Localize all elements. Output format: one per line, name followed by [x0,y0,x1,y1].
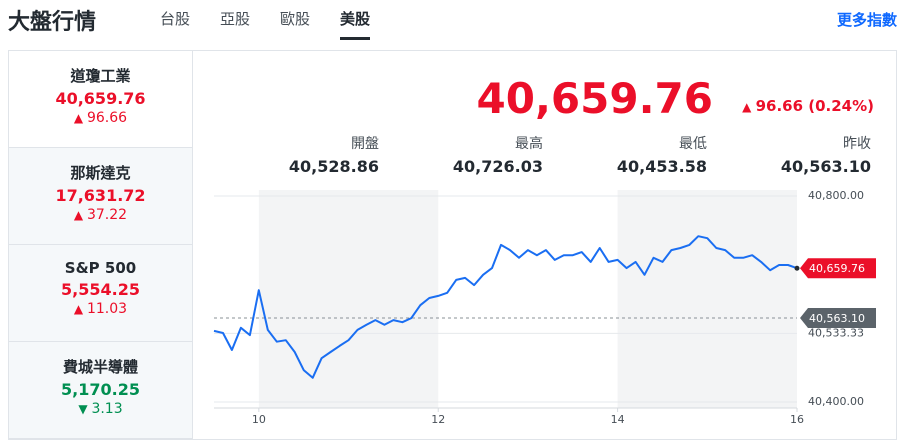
price-line [213,235,798,379]
stat: 昨收 40,563.10 [721,133,871,176]
index-value: 17,631.72 [55,186,146,205]
card: 道瓊工業 40,659.76 96.66 那斯達克 17,631.72 37.22 S&P … [8,50,897,440]
title: 大盤行情 [8,10,97,35]
y-tick-label: 40,400.00 [808,395,864,408]
x-tick-label: 16 [790,413,804,426]
reference-tag [800,308,876,329]
index-change: 3.13 [9,401,192,417]
index-change: 96.66 [9,110,192,126]
index-value: 5,170.25 [61,380,140,399]
index-change: 11.03 [9,301,192,317]
price: 40,659.76 [476,74,713,123]
band [258,190,439,408]
x-tick-label: 10 [252,413,266,426]
tab[interactable]: 台股 [160,10,191,28]
stat: 最高 40,726.03 [393,133,543,176]
stat-value: 40,726.03 [452,157,543,176]
stat-value: 40,563.10 [780,157,871,176]
y-tick-label: 40,800.00 [808,189,864,202]
index-change: 37.22 [9,207,192,223]
stat-value: 40,528.86 [288,157,379,176]
stat-label: 最高 [515,136,543,152]
index-name: 道瓊工業 [70,67,131,85]
index-item[interactable]: S&P 500 5,554.25 11.03 [9,245,192,342]
index-name: S&P 500 [64,259,137,277]
index-value: 40,659.76 [55,89,146,108]
stat-label: 最低 [679,136,707,152]
more-link[interactable]: 更多指數 [836,11,897,29]
stat-label: 昨收 [843,136,871,152]
last-label: 40,659.76 [809,262,865,275]
last-point [794,265,800,271]
stat-label: 開盤 [351,136,379,152]
price-change: 96.66 (0.24%) [742,97,874,115]
index-name: 費城半導體 [62,358,138,376]
tab[interactable]: 美股 [340,8,371,40]
stat-value: 40,453.58 [616,157,707,176]
tab[interactable]: 亞股 [220,10,251,28]
index-item[interactable]: 那斯達克 17,631.72 37.22 [9,148,192,245]
stat: 最低 40,453.58 [557,133,707,176]
tab[interactable]: 歐股 [280,10,311,28]
y-tick-label: 40,533.33 [808,326,864,339]
reference-label: 40,563.10 [809,312,865,325]
index-item[interactable]: 費城半導體 5,170.25 3.13 [9,342,192,439]
band [617,190,797,408]
index-value: 5,554.25 [61,280,140,299]
last-tag [800,258,876,279]
stat: 開盤 40,528.86 [229,133,379,176]
index-item[interactable]: 道瓊工業 40,659.76 96.66 [9,51,192,148]
x-tick-label: 12 [431,413,445,426]
x-tick-label: 14 [611,413,625,426]
index-list: 道瓊工業 40,659.76 96.66 那斯達克 17,631.72 37.22 S&P … [9,51,193,439]
index-name: 那斯達克 [70,164,131,182]
tabs: 台股 亞股 歐股 美股 [160,8,371,40]
